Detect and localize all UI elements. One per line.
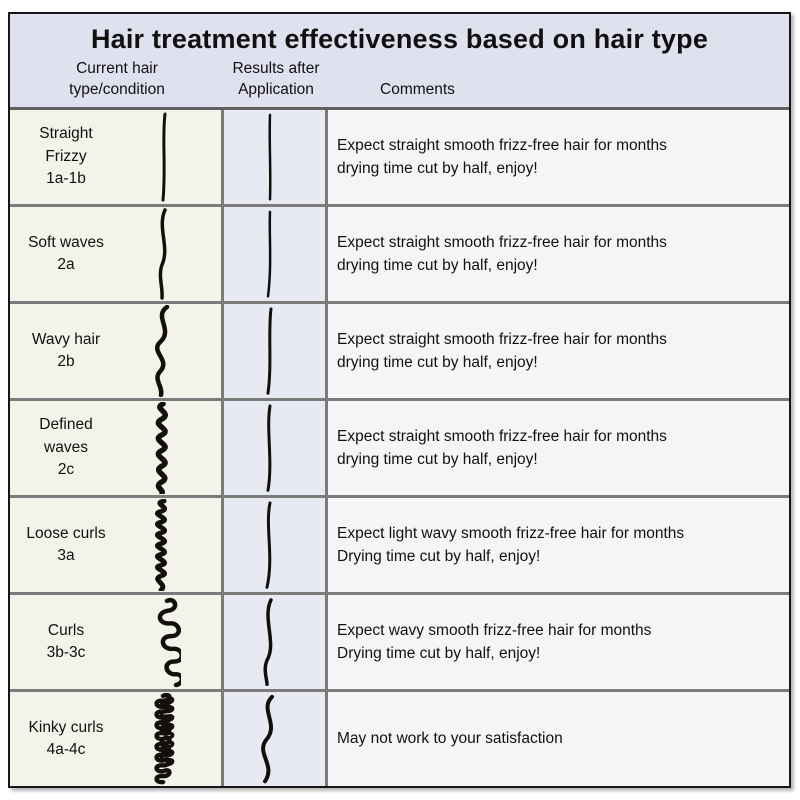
hair-before-defined-waves-icon bbox=[155, 402, 168, 494]
hair-after-gentle-wave-icon bbox=[265, 501, 271, 589]
hair-type-label: Defined waves 2c bbox=[39, 416, 93, 479]
cell-result-defined-waves bbox=[224, 401, 328, 495]
hair-after-straight-icon bbox=[267, 113, 272, 201]
hair-before-soft-wave-icon bbox=[158, 208, 167, 300]
table-row-defined-waves: Defined waves 2c Expect straight smooth … bbox=[10, 398, 789, 495]
table-row-kinky-curls: Kinky curls 4a-4c May not work to your s… bbox=[10, 689, 789, 786]
cell-result-kinky-curls bbox=[224, 692, 328, 786]
cell-comment: Expect straight smooth frizz-free hair f… bbox=[328, 401, 789, 495]
hair-after-gentle-wave-icon bbox=[266, 404, 271, 492]
cell-type-loose-curls: Loose curls 3a bbox=[10, 498, 224, 592]
hair-type-label: Loose curls 3a bbox=[26, 524, 106, 564]
effectiveness-table: Hair treatment effectiveness based on ha… bbox=[8, 12, 791, 788]
hair-before-loose-curls-icon bbox=[155, 499, 168, 591]
table-row-wavy-hair: Wavy hair 2b Expect straight smooth friz… bbox=[10, 301, 789, 398]
table-header: Hair treatment effectiveness based on ha… bbox=[10, 14, 789, 110]
hair-type-label: Curls 3b-3c bbox=[46, 621, 86, 661]
cell-comment: Expect straight smooth frizz-free hair f… bbox=[328, 304, 789, 398]
column-header-comments: Comments bbox=[380, 81, 455, 99]
cell-comment: Expect wavy smooth frizz-free hair for m… bbox=[328, 595, 789, 689]
cell-comment: Expect straight smooth frizz-free hair f… bbox=[328, 207, 789, 301]
column-header-row: Current hair type/condition Results afte… bbox=[10, 55, 789, 107]
cell-type-curls: Curls 3b-3c bbox=[10, 595, 224, 689]
cell-type-soft-waves: Soft waves 2a bbox=[10, 207, 224, 301]
comment-text: Expect wavy smooth frizz-free hair for m… bbox=[337, 621, 652, 662]
cell-type-straight-frizzy: Straight Frizzy 1a-1b bbox=[10, 110, 224, 204]
cell-comment: Expect straight smooth frizz-free hair f… bbox=[328, 110, 789, 204]
cell-type-defined-waves: Defined waves 2c bbox=[10, 401, 224, 495]
comment-text: Expect light wavy smooth frizz-free hair… bbox=[337, 524, 685, 565]
hair-before-straight-icon bbox=[161, 112, 167, 202]
table-row-curls: Curls 3b-3c Expect wavy smooth frizz-fre… bbox=[10, 592, 789, 689]
table-row-straight-frizzy: Straight Frizzy 1a-1b Expect straight sm… bbox=[10, 110, 789, 204]
comment-text: Expect straight smooth frizz-free hair f… bbox=[337, 136, 667, 177]
comment-text: Expect straight smooth frizz-free hair f… bbox=[337, 427, 667, 468]
hair-before-looped-curls-icon bbox=[157, 597, 181, 688]
comment-text: May not work to your satisfaction bbox=[337, 730, 563, 748]
comment-text: Expect straight smooth frizz-free hair f… bbox=[337, 330, 667, 371]
page-title: Hair treatment effectiveness based on ha… bbox=[90, 24, 709, 54]
cell-result-wavy-hair bbox=[224, 304, 328, 398]
table-body: Straight Frizzy 1a-1b Expect straight sm… bbox=[10, 110, 789, 786]
hair-after-near-straight-icon bbox=[266, 210, 271, 298]
table-row-soft-waves: Soft waves 2a Expect straight smooth fri… bbox=[10, 204, 789, 301]
hair-after-wavy-s-icon bbox=[260, 694, 274, 784]
column-header-results: Results after Application bbox=[232, 59, 320, 99]
comment-text: Expect straight smooth frizz-free hair f… bbox=[337, 233, 667, 274]
hair-before-wavy-icon bbox=[155, 305, 170, 397]
cell-result-soft-waves bbox=[224, 207, 328, 301]
cell-type-kinky-curls: Kinky curls 4a-4c bbox=[10, 692, 224, 786]
cell-result-loose-curls bbox=[224, 498, 328, 592]
cell-result-curls bbox=[224, 595, 328, 689]
hair-type-label: Wavy hair 2b bbox=[31, 330, 101, 370]
hair-type-label: Soft waves 2a bbox=[28, 233, 104, 273]
hair-type-label: Straight Frizzy 1a-1b bbox=[39, 125, 93, 188]
column-header-current-hair: Current hair type/condition bbox=[69, 59, 165, 99]
hair-after-slight-wave-icon bbox=[266, 307, 272, 395]
table-row-loose-curls: Loose curls 3a Expect light wavy smooth … bbox=[10, 495, 789, 592]
hair-after-soft-s-curve-icon bbox=[262, 598, 273, 686]
cell-result-straight-frizzy bbox=[224, 110, 328, 204]
cell-type-wavy-hair: Wavy hair 2b bbox=[10, 304, 224, 398]
hair-before-kinky-coils-icon bbox=[154, 693, 175, 785]
cell-comment: May not work to your satisfaction bbox=[328, 692, 789, 786]
cell-comment: Expect light wavy smooth frizz-free hair… bbox=[328, 498, 789, 592]
hair-type-label: Kinky curls 4a-4c bbox=[28, 718, 104, 758]
